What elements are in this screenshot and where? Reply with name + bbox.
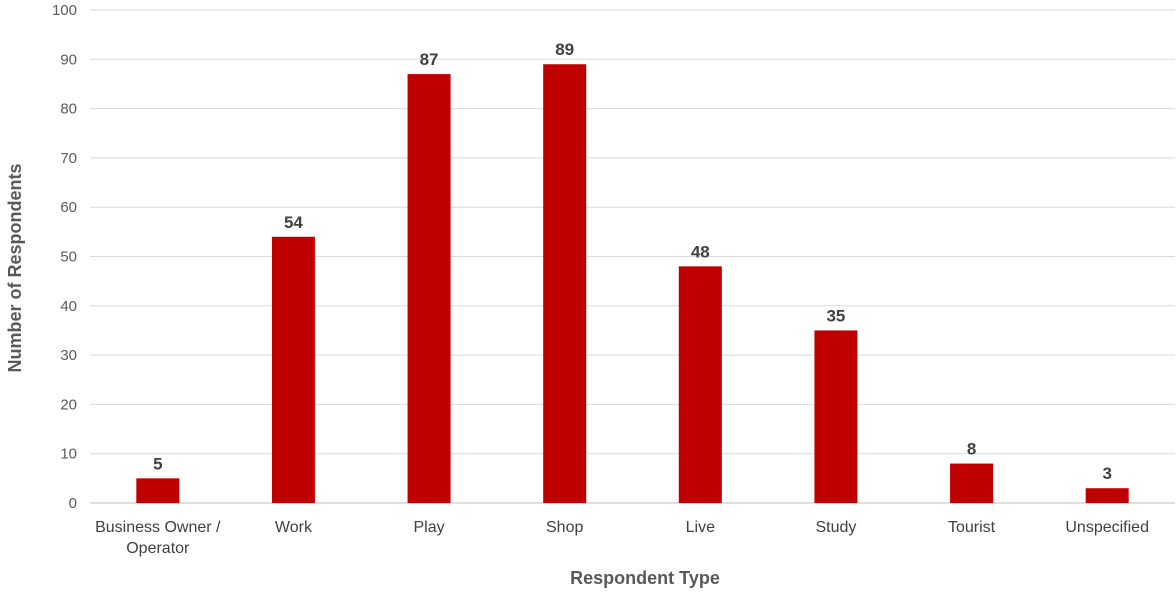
data-label: 87 (420, 50, 439, 69)
bar (543, 64, 587, 503)
data-label: 5 (153, 454, 162, 473)
y-tick-label: 0 (69, 495, 77, 512)
y-axis-ticks: 0 10 20 30 40 50 60 70 80 90 100 (52, 2, 77, 512)
x-tick-label: Work (275, 519, 313, 536)
bar (678, 266, 722, 503)
y-axis-title: Number of Respondents (5, 163, 25, 372)
bar (950, 463, 994, 503)
y-tick-label: 70 (60, 150, 77, 167)
y-tick-label: 20 (60, 396, 77, 413)
y-tick-label: 40 (60, 298, 77, 315)
y-tick-label: 60 (60, 199, 77, 216)
y-tick-label: 30 (60, 347, 77, 364)
data-label: 89 (555, 40, 574, 59)
bar (1085, 488, 1129, 503)
bar (136, 478, 180, 503)
x-axis-title: Respondent Type (570, 568, 720, 588)
y-tick-label: 50 (60, 249, 77, 266)
x-tick-label: Business Owner / (95, 519, 221, 536)
x-tick-label: Study (815, 519, 856, 536)
data-label: 54 (284, 213, 303, 232)
data-label: 48 (691, 242, 710, 261)
x-tick-label: Operator (126, 540, 190, 557)
bar (814, 330, 858, 503)
x-tick-label: Play (414, 519, 445, 536)
bars (136, 64, 1129, 503)
x-tick-label: Tourist (948, 519, 996, 536)
data-labels: 5 54 87 89 48 35 8 3 (153, 40, 1112, 483)
x-axis-categories: Business Owner / Operator Work Play Shop Live… (95, 519, 1149, 557)
y-tick-label: 10 (60, 446, 77, 463)
data-label: 3 (1102, 464, 1111, 483)
x-tick-label: Unspecified (1065, 519, 1149, 536)
y-tick-label: 90 (60, 51, 77, 68)
data-label: 8 (967, 440, 976, 459)
bar (407, 74, 451, 503)
data-label: 35 (826, 306, 845, 325)
gridlines (90, 9, 1175, 504)
y-tick-label: 80 (60, 101, 77, 118)
x-tick-label: Live (686, 519, 715, 536)
bar (271, 236, 315, 503)
y-tick-label: 100 (52, 2, 77, 19)
x-tick-label: Shop (546, 519, 583, 536)
